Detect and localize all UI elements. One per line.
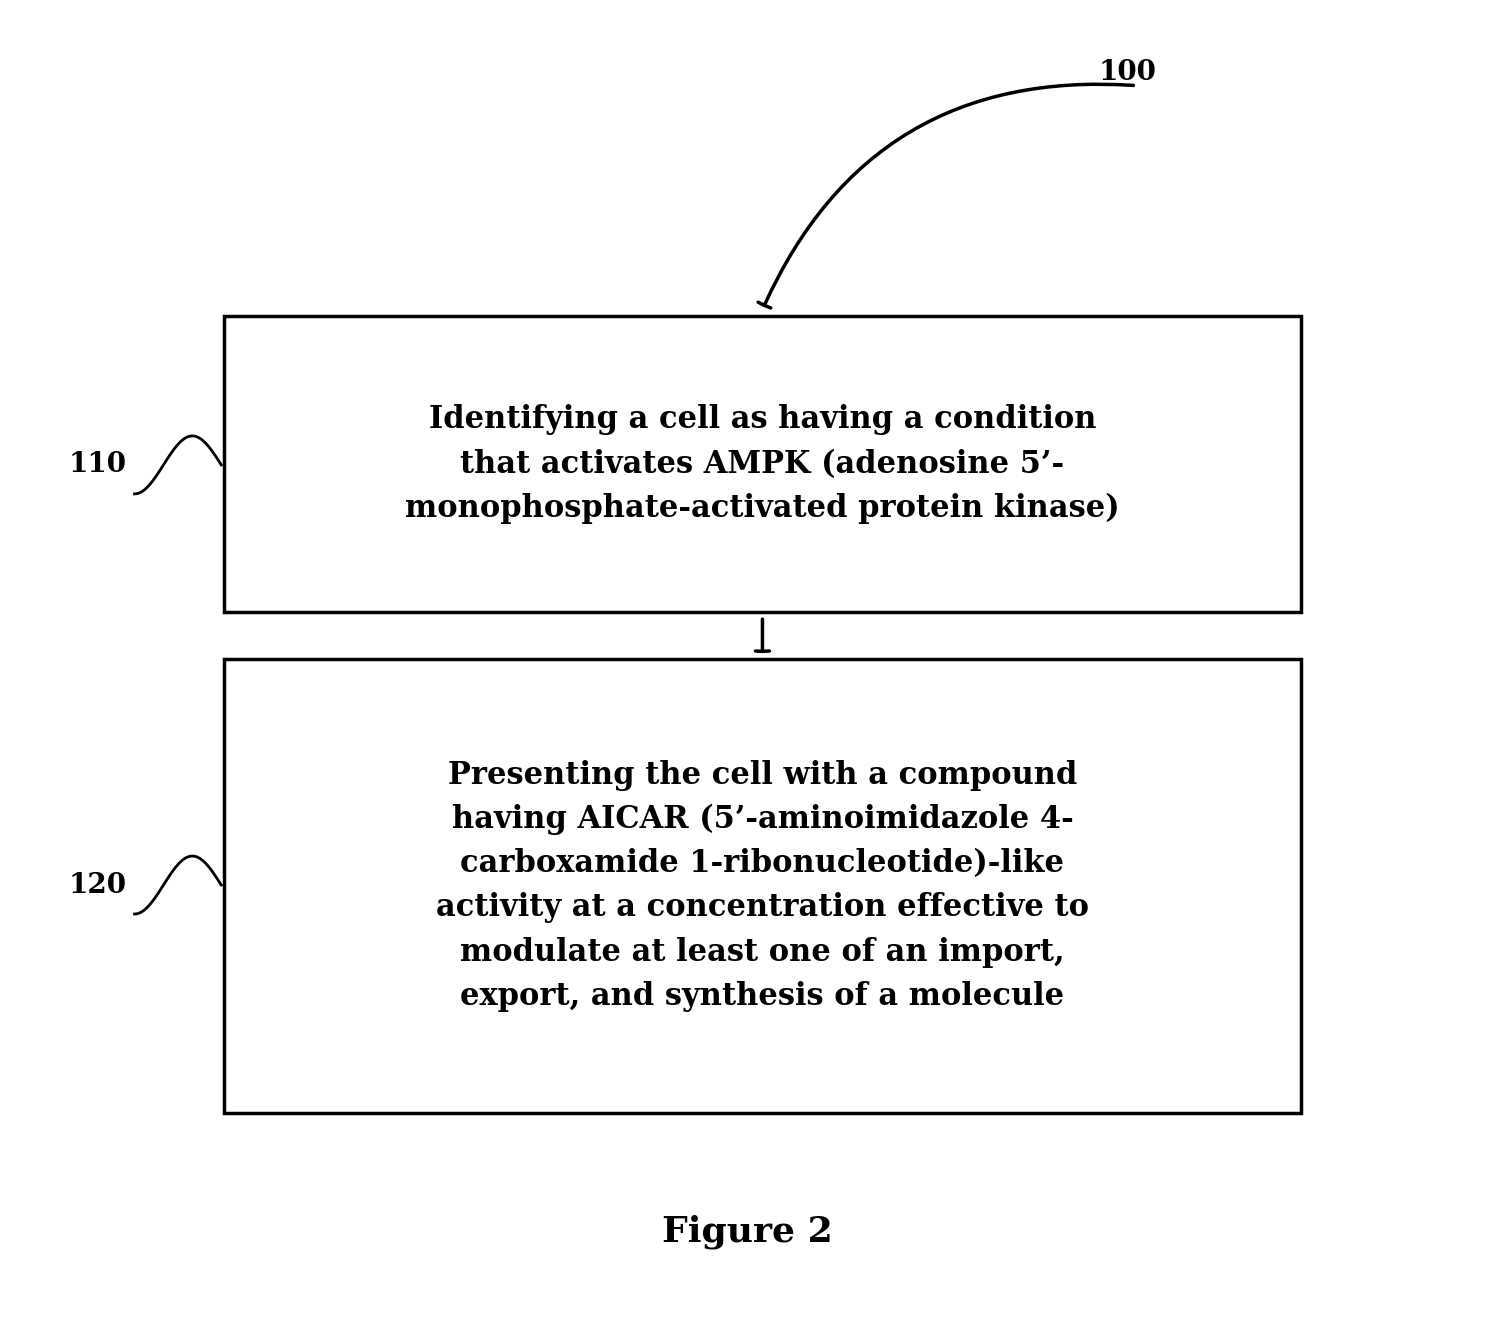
Text: Figure 2: Figure 2 xyxy=(662,1214,833,1249)
Text: 100: 100 xyxy=(1099,59,1157,86)
FancyBboxPatch shape xyxy=(224,658,1301,1113)
Text: Identifying a cell as having a condition
that activates AMPK (adenosine 5’-
mono: Identifying a cell as having a condition… xyxy=(405,404,1120,524)
Text: 110: 110 xyxy=(69,452,126,478)
Text: 120: 120 xyxy=(69,872,126,898)
FancyBboxPatch shape xyxy=(224,316,1301,612)
Text: Presenting the cell with a compound
having AICAR (5’-aminoimidazole 4-
carboxami: Presenting the cell with a compound havi… xyxy=(437,760,1088,1011)
